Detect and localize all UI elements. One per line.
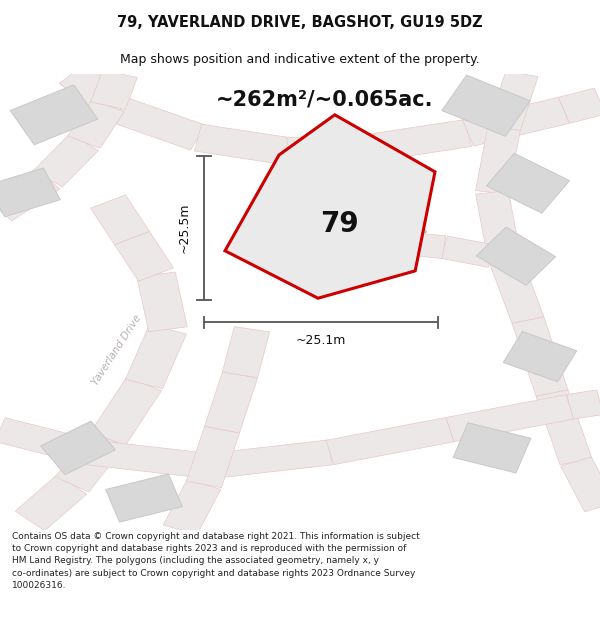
Polygon shape bbox=[41, 421, 115, 474]
Polygon shape bbox=[326, 418, 454, 464]
Polygon shape bbox=[68, 99, 124, 148]
Polygon shape bbox=[487, 153, 569, 213]
Polygon shape bbox=[88, 440, 212, 479]
Text: Contains OS data © Crown copyright and database right 2021. This information is : Contains OS data © Crown copyright and d… bbox=[12, 532, 420, 590]
Polygon shape bbox=[0, 418, 95, 464]
Polygon shape bbox=[476, 191, 520, 258]
Text: Map shows position and indicative extent of the property.: Map shows position and indicative extent… bbox=[120, 53, 480, 66]
Polygon shape bbox=[488, 71, 538, 131]
Polygon shape bbox=[205, 371, 257, 433]
Polygon shape bbox=[223, 327, 269, 378]
Text: ~262m²/~0.065ac.: ~262m²/~0.065ac. bbox=[215, 90, 433, 110]
Polygon shape bbox=[163, 479, 221, 535]
Polygon shape bbox=[503, 331, 577, 382]
Polygon shape bbox=[208, 440, 332, 479]
Polygon shape bbox=[453, 422, 531, 473]
Polygon shape bbox=[91, 70, 137, 109]
Polygon shape bbox=[476, 127, 520, 194]
Polygon shape bbox=[59, 64, 133, 120]
Polygon shape bbox=[91, 195, 149, 244]
Polygon shape bbox=[137, 272, 187, 332]
Polygon shape bbox=[287, 133, 379, 165]
Polygon shape bbox=[476, 227, 556, 286]
Polygon shape bbox=[536, 390, 592, 465]
Text: 79: 79 bbox=[320, 210, 358, 238]
Polygon shape bbox=[194, 124, 292, 165]
Polygon shape bbox=[10, 85, 98, 145]
Polygon shape bbox=[567, 390, 600, 419]
Text: ~25.5m: ~25.5m bbox=[178, 202, 191, 253]
Polygon shape bbox=[34, 134, 98, 187]
Polygon shape bbox=[512, 317, 568, 396]
Polygon shape bbox=[488, 253, 544, 324]
Polygon shape bbox=[225, 115, 435, 298]
Polygon shape bbox=[112, 98, 206, 150]
Polygon shape bbox=[16, 474, 86, 531]
Text: 79, YAVERLAND DRIVE, BAGSHOT, GU19 5DZ: 79, YAVERLAND DRIVE, BAGSHOT, GU19 5DZ bbox=[117, 15, 483, 30]
Polygon shape bbox=[106, 474, 182, 522]
Polygon shape bbox=[560, 457, 600, 512]
Polygon shape bbox=[374, 119, 472, 160]
Polygon shape bbox=[115, 231, 173, 281]
Polygon shape bbox=[125, 324, 187, 389]
Polygon shape bbox=[446, 394, 574, 442]
Polygon shape bbox=[463, 97, 569, 146]
Polygon shape bbox=[440, 236, 496, 268]
Text: ~25.1m: ~25.1m bbox=[296, 334, 346, 347]
Polygon shape bbox=[559, 88, 600, 123]
Polygon shape bbox=[0, 168, 60, 217]
Polygon shape bbox=[91, 378, 161, 446]
Polygon shape bbox=[442, 75, 530, 136]
Polygon shape bbox=[55, 431, 125, 492]
Text: Yaverland Drive: Yaverland Drive bbox=[91, 312, 143, 387]
Polygon shape bbox=[394, 231, 446, 259]
Polygon shape bbox=[287, 180, 427, 278]
Polygon shape bbox=[187, 426, 239, 488]
Polygon shape bbox=[0, 168, 60, 221]
